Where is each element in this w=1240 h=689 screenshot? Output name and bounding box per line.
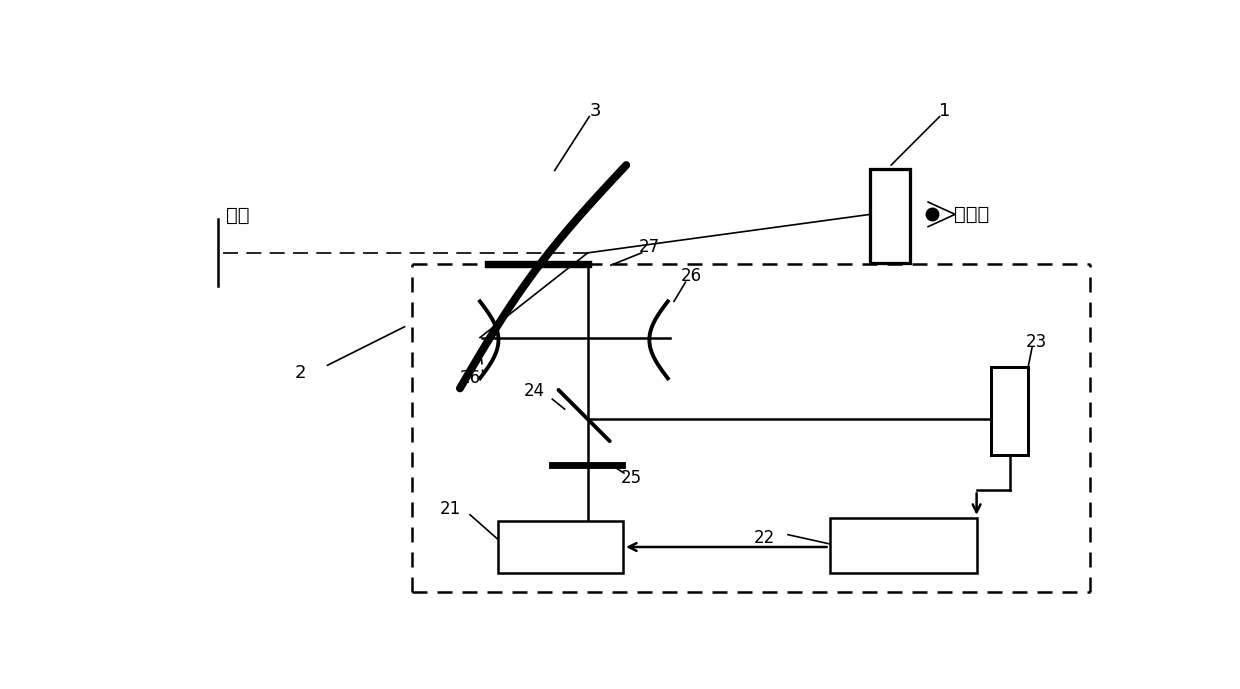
Bar (870, 169, 910, 263)
Text: 2: 2 (295, 364, 306, 382)
Text: 23: 23 (1025, 333, 1047, 351)
Bar (991, 367, 1028, 455)
Text: 27: 27 (639, 238, 660, 256)
Text: 21: 21 (440, 500, 461, 518)
Text: 26: 26 (459, 369, 481, 387)
Text: 驾驶员: 驾驶员 (954, 205, 988, 224)
Text: 22: 22 (754, 528, 775, 547)
Bar (830, 517, 977, 573)
Text: 虚像: 虚像 (226, 206, 249, 225)
Text: 1: 1 (940, 102, 951, 120)
Text: 26: 26 (681, 267, 702, 285)
Text: 3: 3 (590, 102, 601, 120)
Text: 25: 25 (621, 469, 642, 487)
Text: 24: 24 (523, 382, 544, 400)
Bar (498, 521, 624, 573)
